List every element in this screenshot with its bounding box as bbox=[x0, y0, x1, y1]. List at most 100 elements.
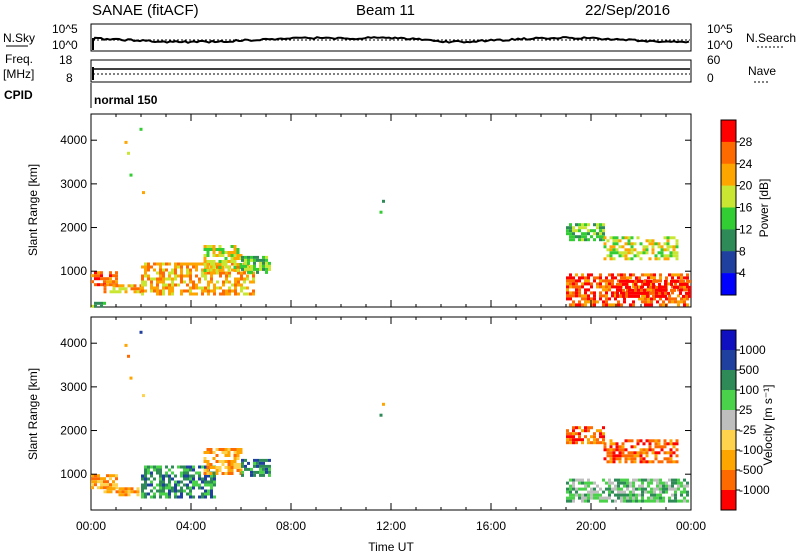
velocity-cell bbox=[669, 451, 673, 455]
velocity-cell bbox=[159, 468, 162, 472]
cpid-label: CPID bbox=[4, 88, 33, 102]
power-cell bbox=[658, 285, 661, 289]
velocity-cell bbox=[656, 493, 659, 497]
power-cell bbox=[584, 288, 587, 292]
power-cell bbox=[584, 291, 587, 295]
velocity-cell bbox=[183, 474, 186, 478]
power-cell bbox=[572, 282, 575, 286]
power-cell bbox=[569, 223, 572, 227]
power-cell bbox=[627, 239, 631, 243]
power-cell bbox=[183, 289, 186, 293]
power-cell bbox=[253, 267, 256, 271]
power-cell bbox=[614, 285, 617, 289]
power-cell bbox=[593, 303, 596, 307]
power-cell bbox=[186, 262, 189, 266]
power-cell bbox=[222, 280, 225, 284]
power-cell bbox=[198, 286, 201, 290]
velocity-cell bbox=[630, 460, 634, 464]
power-cell bbox=[212, 245, 216, 248]
velocity-cell bbox=[638, 499, 641, 503]
velocity-cell bbox=[203, 472, 207, 475]
power-cell bbox=[661, 291, 664, 295]
velocity-cell bbox=[569, 487, 572, 491]
velocity-cell bbox=[596, 490, 599, 494]
velocity-cell bbox=[603, 445, 607, 449]
freq-panel-frame bbox=[90, 59, 692, 83]
power-cell bbox=[97, 274, 100, 278]
power-cell bbox=[106, 280, 109, 284]
power-cell bbox=[566, 276, 569, 280]
velocity-cell bbox=[624, 439, 628, 443]
velocity-cell bbox=[629, 481, 632, 485]
velocity-cell bbox=[265, 464, 268, 468]
velocity-cell bbox=[183, 477, 186, 481]
velocity-cell bbox=[677, 487, 680, 491]
power-cell bbox=[231, 289, 234, 293]
power-cell bbox=[578, 291, 581, 295]
power-cell bbox=[578, 223, 581, 227]
power-cell bbox=[659, 297, 662, 301]
power-cell bbox=[639, 257, 643, 261]
velocity-cell bbox=[663, 445, 667, 449]
power-cell bbox=[165, 283, 168, 287]
power-cell bbox=[162, 274, 165, 278]
power-cell bbox=[144, 280, 147, 284]
power-cell bbox=[682, 294, 685, 298]
power-cell bbox=[575, 279, 578, 283]
power-colorbar-swatch bbox=[721, 229, 736, 252]
power-point bbox=[382, 199, 385, 203]
velocity-cell bbox=[590, 493, 593, 497]
power-cell bbox=[648, 242, 652, 246]
velocity-cell bbox=[633, 457, 637, 461]
power-cell bbox=[204, 277, 207, 281]
power-cell bbox=[622, 282, 625, 286]
power-colorbar-label: 12 bbox=[739, 222, 753, 236]
velocity-cell bbox=[218, 466, 222, 469]
power-cell bbox=[602, 300, 605, 304]
velocity-cell bbox=[189, 465, 192, 469]
power-cell bbox=[192, 262, 195, 266]
power-cell bbox=[608, 288, 611, 292]
velocity-cell bbox=[153, 486, 156, 490]
power-cell bbox=[596, 235, 599, 239]
velocity-cell bbox=[204, 489, 207, 493]
power-cell bbox=[680, 285, 683, 289]
power-cell bbox=[177, 283, 180, 287]
velocity-colorbar-swatch bbox=[721, 470, 736, 491]
power-point bbox=[127, 151, 130, 155]
velocity-cell bbox=[587, 484, 590, 488]
power-cell bbox=[630, 245, 634, 249]
velocity-cell bbox=[162, 489, 165, 493]
power-cell bbox=[216, 265, 219, 269]
power-cell bbox=[612, 248, 616, 252]
velocity-cell bbox=[124, 493, 128, 497]
power-cell bbox=[596, 223, 599, 227]
power-cell bbox=[237, 265, 240, 269]
power-cell bbox=[115, 277, 118, 281]
power-cell bbox=[634, 285, 637, 289]
velocity-cell bbox=[615, 445, 619, 449]
power-cell bbox=[195, 274, 198, 278]
power-cell bbox=[566, 232, 569, 236]
power-cell bbox=[575, 294, 578, 298]
velocity-cell bbox=[569, 441, 572, 445]
power-cell bbox=[671, 291, 674, 295]
power-cell bbox=[614, 297, 617, 301]
velocity-data-cells bbox=[91, 330, 689, 503]
power-cell bbox=[215, 248, 219, 251]
power-cell bbox=[569, 285, 572, 289]
velocity-cell bbox=[669, 454, 673, 458]
power-cell bbox=[243, 280, 246, 284]
power-cell bbox=[599, 276, 602, 280]
power-cell bbox=[587, 282, 590, 286]
power-cell bbox=[623, 276, 626, 280]
power-cell bbox=[674, 282, 677, 286]
power-cell bbox=[230, 251, 234, 254]
velocity-cell bbox=[153, 495, 156, 499]
velocity-cell bbox=[218, 460, 222, 463]
power-cell bbox=[183, 262, 186, 266]
power-cell bbox=[210, 265, 213, 269]
velocity-cell bbox=[671, 499, 674, 503]
velocity-cell bbox=[633, 454, 637, 458]
